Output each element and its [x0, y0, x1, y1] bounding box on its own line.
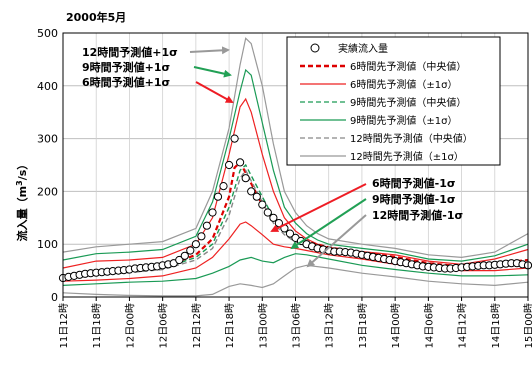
observed-point — [180, 251, 189, 260]
observed-point — [230, 134, 239, 143]
x-tick-label: 13日18時 — [357, 303, 369, 348]
x-tick-label: 14日18時 — [490, 303, 502, 348]
observed-point — [197, 232, 206, 241]
observed-points — [58, 134, 532, 283]
annotation-p12-lower: 12時間予測値-1σ — [372, 208, 463, 222]
series-line-p9-lower — [62, 253, 529, 286]
arrow-p6-upper — [195, 81, 234, 103]
series-line-p12-upper — [62, 37, 529, 259]
x-tick-label: 14日00時 — [390, 303, 402, 348]
x-tick-label: 12日12時 — [191, 303, 203, 348]
x-tick-label: 12日00時 — [124, 303, 136, 348]
x-tick-label: 13日12時 — [324, 303, 336, 348]
x-tick-label: 11日12時 — [58, 303, 70, 348]
observed-point — [285, 229, 295, 238]
observed-point — [175, 255, 184, 265]
y-tick-label: 0 — [51, 291, 58, 304]
legend-label: 実績流入量 — [338, 42, 388, 55]
x-tick-label: 12日18時 — [224, 303, 236, 348]
arrow-p12-upper — [189, 46, 230, 55]
legend-label: 9時間先予測値（中央値） — [350, 96, 466, 109]
annotation-p12-upper: 12時間予測値+1σ — [82, 45, 178, 59]
y-axis-label: 流入量（m3/s） — [15, 159, 29, 242]
observed-point — [258, 200, 267, 209]
legend-label: 6時間先予測値（中央値） — [350, 60, 466, 73]
annotation-p6-lower: 6時間予測値-1σ — [372, 176, 455, 190]
x-tick-label: 13日00時 — [257, 303, 269, 348]
arrow-p9-upper — [193, 66, 232, 78]
plot-frame — [62, 32, 529, 298]
legend-marker-observed — [310, 43, 320, 53]
arrow-p9-lower — [290, 198, 367, 250]
x-tick-label: 11日18時 — [91, 303, 103, 348]
legend-box — [286, 36, 501, 166]
legend-label: 9時間先予測値（±1σ） — [350, 114, 457, 127]
observed-point — [191, 240, 200, 249]
y-tick-label: 200 — [37, 185, 58, 198]
observed-point — [219, 182, 228, 191]
legend-label: 12時間先予測値（中央値） — [350, 132, 473, 145]
y-tick-label: 500 — [37, 27, 58, 40]
observed-point — [225, 160, 234, 170]
x-tick-label: 12日06時 — [158, 303, 170, 348]
legend-label: 12時間先予測値（±1σ） — [350, 150, 464, 163]
observed-point — [213, 192, 223, 201]
x-tick-label: 13日06時 — [291, 303, 303, 348]
observed-point — [236, 158, 245, 167]
series-line-p6-upper — [62, 97, 529, 269]
x-tick-label: 14日06時 — [423, 303, 435, 348]
series-line-p9-upper — [62, 68, 529, 262]
observed-point — [252, 192, 261, 201]
observed-point — [186, 246, 195, 255]
observed-point — [202, 221, 211, 230]
y-tick-label: 100 — [37, 238, 58, 251]
annotations-upper: 12時間予測値+1σ 9時間予測値+1σ 6時間予測値+1σ — [82, 45, 234, 103]
x-tick-label: 14日12時 — [457, 303, 469, 348]
observed-point — [241, 174, 250, 183]
y-tick-label: 400 — [37, 80, 58, 93]
arrow-p12-lower — [306, 214, 367, 268]
legend-label: 6時間先予測値（±1σ） — [350, 78, 457, 91]
y-tick-labels: 0 100 200 300 400 500 — [37, 27, 58, 304]
series-line-p12-lower — [62, 264, 529, 297]
observed-point — [208, 208, 217, 217]
legend: 実績流入量 6時間先予測値（中央値） 6時間先予測値（±1σ） 9時間先予測値（中央値… — [286, 36, 501, 166]
annotation-p9-lower: 9時間予測値-1σ — [372, 192, 455, 206]
chart-title: 2000年5月 — [66, 10, 126, 24]
annotations-lower: 6時間予測値-1σ 9時間予測値-1σ 12時間予測値-1σ — [270, 176, 463, 268]
observed-point — [247, 187, 256, 196]
observed-point — [269, 213, 278, 222]
y-tick-label: 300 — [37, 133, 58, 146]
arrow-p6-lower — [270, 183, 367, 232]
annotation-p6-upper: 6時間予測値+1σ — [82, 75, 170, 89]
x-tick-label: 15日00時 — [523, 303, 532, 348]
observed-point — [263, 208, 272, 217]
x-tick-labels: 11日12時 11日18時 12日00時 12日06時 12日12時 12日18時 13日0… — [58, 303, 532, 348]
annotation-p9-upper: 9時間予測値+1σ — [82, 60, 170, 74]
